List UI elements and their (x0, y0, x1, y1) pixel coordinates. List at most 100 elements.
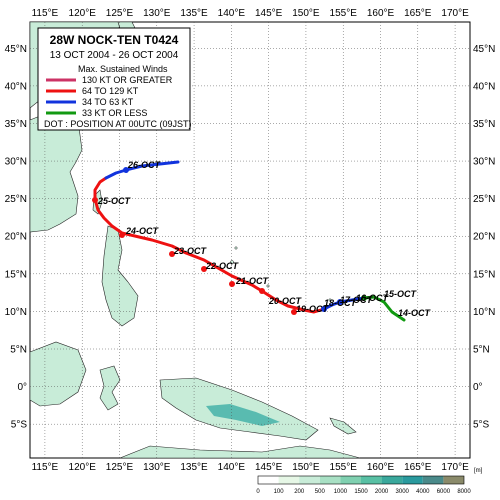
lat-label-right: 30°N (473, 157, 495, 168)
colorbar-cell (402, 476, 423, 484)
date-label-22-oct: 22-OCT (205, 261, 240, 271)
colorbar-label: 2000 (375, 489, 389, 495)
position-dot-24-oct (119, 232, 125, 238)
lon-label-top: 160°E (367, 8, 395, 19)
colorbar-cell (361, 476, 382, 484)
lat-label-right: 45°N (473, 44, 495, 55)
colorbar-labels: 0 100 200 500 1000 1500 2000 3000 4000 6000 8000 (256, 489, 471, 495)
lat-label-right: 10°N (473, 307, 495, 318)
position-dot-21-oct (229, 281, 235, 287)
lat-label-left: 5°N (10, 345, 27, 356)
lat-label-left: 0° (17, 382, 27, 393)
lat-label-right: 25°N (473, 194, 495, 205)
colorbar-frame (257, 475, 465, 485)
track-segment-weak (362, 295, 406, 322)
date-labels: 14-OCT 15-OCT 16-OCT 17-OCT 18-OCT 19-OC… (97, 160, 432, 318)
land-solomons (329, 417, 357, 435)
lon-label-bottom: 115°E (32, 462, 59, 473)
colorbar-unit: [m] (474, 468, 483, 474)
lat-label-right: 20°N (473, 232, 495, 243)
land-borneo (29, 341, 87, 407)
land-australia (119, 445, 361, 459)
legend-period: 13 OCT 2004 - 26 OCT 2004 (50, 50, 179, 61)
lon-label-bottom: 120°E (69, 462, 97, 473)
colorbar-cell (278, 476, 300, 484)
date-label-15-oct: 15-OCT (384, 289, 418, 299)
lat-label-left: 10°N (5, 307, 27, 318)
colorbar-label: 3000 (396, 489, 410, 495)
colorbar-label: 500 (315, 489, 326, 495)
lat-label-right: 35°N (473, 119, 495, 130)
legend-item-0: 130 KT OR GREATER (82, 75, 173, 85)
colorbar-cell (319, 476, 341, 484)
position-dot-23-oct (169, 251, 175, 257)
lon-label-top: 165°E (404, 8, 432, 19)
lon-label-top: 135°E (180, 8, 208, 19)
date-label-19-oct: 19-OCT (296, 304, 330, 314)
lat-label-left: 20°N (5, 232, 27, 243)
lon-label-top: 125°E (106, 8, 134, 19)
legend: 28W NOCK-TEN T0424 13 OCT 2004 - 26 OCT … (37, 27, 192, 131)
lon-label-bottom: 155°E (330, 462, 358, 473)
legend-dot-note: DOT : POSITION AT 00UTC (09JST) (44, 119, 192, 129)
date-label-23-oct: 23-OCT (173, 246, 208, 256)
position-dot-26-oct (123, 167, 129, 173)
colorbar-label: 1000 (334, 489, 348, 495)
land-island-saipan (234, 246, 238, 250)
date-label-21-oct: 21-OCT (235, 276, 270, 286)
colorbar-label: 100 (274, 489, 285, 495)
lat-label-right: 40°N (473, 81, 495, 92)
lon-label-top: 130°E (143, 8, 171, 19)
colorbar-cell (299, 476, 320, 484)
lon-label-top: 150°E (292, 8, 320, 19)
lat-label-left: 30°N (5, 157, 27, 168)
lat-labels-left: 45°N 40°N 35°N 30°N 25°N 20°N 15°N 10°N 5°N 0° 5°S (5, 44, 28, 431)
lon-label-bottom: 150°E (292, 462, 320, 473)
land-island-b (328, 298, 332, 302)
colorbar-label: 4000 (416, 489, 430, 495)
colorbar-cell (340, 476, 361, 484)
colorbar-label: 1500 (354, 489, 368, 495)
legend-item-2: 34 TO 63 KT (82, 97, 134, 107)
date-label-14-oct: 14-OCT (398, 308, 432, 318)
lon-label-top: 145°E (255, 8, 283, 19)
lon-label-bottom: 145°E (255, 462, 283, 473)
date-label-18-oct: 18-OCT (324, 298, 358, 308)
date-label-16-oct: 16-OCT (356, 293, 390, 303)
lon-label-top: 120°E (69, 8, 97, 19)
lon-label-bottom: 140°E (218, 462, 246, 473)
colorbar-cell (381, 476, 403, 484)
date-label-20-oct: 20-OCT (268, 296, 303, 306)
lat-labels-right: 45°N 40°N 35°N 30°N 25°N 20°N 15°N 10°N 5°N 0° 5°S (473, 44, 495, 431)
legend-title: 28W NOCK-TEN T0424 (50, 33, 179, 47)
date-label-25-oct: 25-OCT (97, 196, 132, 206)
position-dot-25-oct (92, 197, 98, 203)
colorbar-cell (258, 476, 279, 484)
position-dot-22-oct (201, 266, 207, 272)
position-dot-16-oct (337, 299, 343, 305)
lat-label-left: 35°N (5, 119, 27, 130)
land-new-guinea-highlands (206, 404, 280, 426)
lat-label-right: 0° (473, 382, 483, 393)
colorbar-cells (258, 476, 464, 484)
lon-label-bottom: 130°E (143, 462, 171, 473)
legend-winds-heading: Max. Sustained Winds (78, 64, 168, 74)
lat-label-left: 45°N (5, 44, 27, 55)
lat-label-left: 40°N (5, 81, 27, 92)
elevation-colorbar: 0 100 200 500 1000 1500 2000 3000 4000 6000 8000 [… (256, 468, 482, 495)
lon-label-bottom: 170°E (441, 462, 469, 473)
legend-item-1: 64 TO 129 KT (82, 86, 139, 96)
lat-label-left: 5°S (11, 420, 28, 431)
lon-label-top: 155°E (330, 8, 358, 19)
lon-label-top: 170°E (441, 8, 469, 19)
lat-label-right: 15°N (473, 269, 495, 280)
lon-labels-top: 115°E 120°E 125°E 130°E 135°E 140°E 145°E 150°E… (32, 8, 469, 19)
lon-label-bottom: 160°E (367, 462, 395, 473)
track-segment-ts-late (104, 160, 180, 180)
position-dot-20-oct (259, 288, 265, 294)
lon-labels-bottom: 115°E 120°E 125°E 130°E 135°E 140°E 145°E 150°E… (32, 462, 469, 473)
date-label-24-oct: 24-OCT (125, 226, 160, 236)
colorbar-label: 0 (256, 489, 260, 495)
position-dot-15-oct (361, 295, 367, 301)
colorbar-cell (443, 476, 464, 484)
